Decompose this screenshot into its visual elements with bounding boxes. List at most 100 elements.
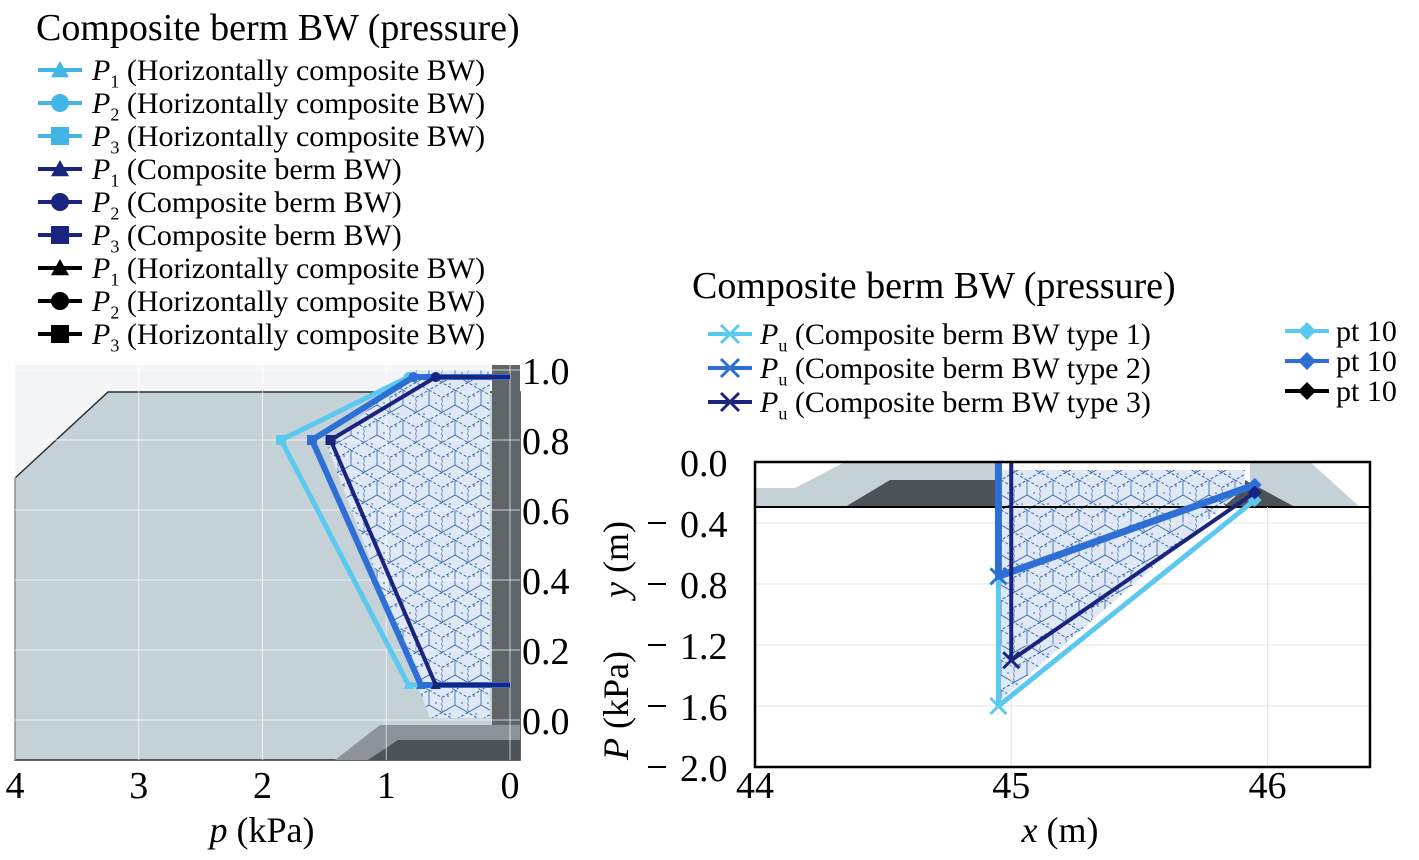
left-chart-title: Composite berm BW (pressure) — [36, 7, 520, 49]
right-chart-title: Composite berm BW (pressure) — [692, 265, 1176, 307]
right-x-axis-label: x (m) — [1021, 810, 1099, 850]
left-series-point — [276, 435, 287, 445]
left-x-tick-label: 3 — [129, 765, 148, 807]
right-legend-label: Pu (Composite berm BW type 1) — [759, 318, 1151, 356]
right-series-cross-point-stroke-b — [989, 567, 1008, 586]
left-legend-entry: P1 (Composite berm BW) — [38, 153, 402, 191]
right-legend-diamond-marker — [1298, 382, 1316, 400]
left-grid — [14, 365, 520, 760]
left-y-tick-label: 0.6 — [522, 491, 570, 533]
left-legend-entry: P1 (Horizontally composite BW) — [38, 252, 485, 290]
right-legend-label: Pu (Composite berm BW type 2) — [759, 352, 1151, 390]
left-legend-circle-marker — [51, 193, 69, 211]
left-series-group — [276, 372, 510, 689]
left-legend-label: P2 (Horizontally composite BW) — [91, 285, 485, 323]
left-legend-entry: P2 (Horizontally composite BW) — [38, 285, 485, 323]
right-y-tick-label: 0.4 — [680, 504, 728, 546]
left-x-tick-label: 1 — [377, 765, 396, 807]
left-legend-square-marker — [51, 127, 69, 145]
right-y-tick-label: 0.8 — [680, 565, 728, 607]
left-legend-square-marker — [51, 226, 69, 244]
right-x-tick-label: 45 — [992, 765, 1030, 807]
left-legend-square-marker — [51, 325, 69, 343]
right-legend-entry: pt 10 — [1285, 375, 1397, 408]
right-legend-entry: pt 10 — [1285, 345, 1397, 378]
left-y-axis-label: y (m) — [596, 521, 636, 601]
left-legend-entry: P1 (Horizontally composite BW) — [38, 54, 485, 92]
right-legend-cross-marker-stroke-b — [719, 323, 741, 345]
left-background-structure — [14, 365, 521, 761]
left-legend-triangle-marker — [51, 61, 69, 78]
right-legend-label: pt 10 — [1336, 315, 1397, 348]
right-legend-cross-marker-stroke-b — [719, 357, 741, 379]
left-legend-entry: P2 (Composite berm BW) — [38, 186, 402, 224]
left-legend-label: P3 (Horizontally composite BW) — [91, 318, 485, 356]
left-series-point — [403, 680, 414, 689]
left-legend-triangle-marker — [51, 160, 69, 177]
right-legend-entry: pt 10 — [1285, 315, 1397, 348]
left-foundation-dark — [368, 740, 520, 760]
right-legend-entry: Pu (Composite berm BW type 3) — [708, 386, 1151, 424]
left-series-point — [408, 372, 419, 382]
left-x-tick-label: 2 — [253, 765, 272, 807]
left-legend: P1 (Horizontally composite BW)P2 (Horizo… — [38, 54, 485, 356]
left-legend-triangle-marker — [51, 259, 69, 276]
left-legend-label: P3 (Horizontally composite BW) — [91, 120, 485, 158]
left-caisson-fill — [328, 370, 490, 718]
left-caisson-wall — [492, 365, 520, 725]
right-legend-label: pt 10 — [1336, 375, 1397, 408]
left-series-point — [307, 435, 317, 445]
right-series-diamond-point — [1247, 477, 1262, 492]
left-y-tick-label: 0.0 — [522, 701, 570, 743]
right-plot-area — [755, 462, 1370, 767]
right-mound-right — [1250, 462, 1360, 507]
right-series-diamond-point — [1247, 485, 1262, 500]
right-legend-entry: Pu (Composite berm BW type 2) — [708, 352, 1151, 390]
right-legend-cross-marker — [719, 391, 741, 413]
left-series-point — [415, 680, 426, 689]
left-legend-label: P2 (Horizontally composite BW) — [91, 87, 485, 125]
right-series-cross-point — [989, 696, 1008, 716]
left-legend-circle-marker — [51, 94, 69, 112]
left-axes: 0.0 0.2 0.4 0.6 0.8 1.0 4 3 2 1 0 — [6, 351, 570, 807]
left-legend-entry: P3 (Composite berm BW) — [38, 219, 402, 257]
right-y-tick-label: 0.0 — [680, 443, 728, 485]
right-legend-entry: Pu (Composite berm BW type 1) — [708, 318, 1151, 356]
right-legend-label: Pu (Composite berm BW type 3) — [759, 386, 1151, 424]
left-legend-entry: P3 (Horizontally composite BW) — [38, 120, 485, 158]
left-legend-entry: P3 (Horizontally composite BW) — [38, 318, 485, 356]
left-series-point — [430, 680, 441, 689]
left-legend-label: P1 (Horizontally composite BW) — [91, 252, 485, 290]
right-legend-label: pt 10 — [1336, 345, 1397, 378]
left-x-axis-label: p (kPa) — [207, 810, 315, 850]
left-y-tick-label: 0.8 — [522, 421, 570, 463]
left-y-tick-label: 0.4 — [522, 561, 570, 603]
left-legend-label: P2 (Composite berm BW) — [91, 186, 402, 224]
right-series-cross-point-stroke-b — [989, 696, 1008, 716]
right-series-cross-point — [1002, 651, 1021, 670]
right-y-axis-label: P (kPa) — [596, 651, 636, 761]
left-legend-entry: P2 (Horizontally composite BW) — [38, 87, 485, 125]
right-series-cross-point-stroke-b — [1002, 651, 1021, 670]
right-legend-cross-marker — [719, 323, 741, 345]
right-chart: Composite berm BW (pressure) Pu (Composi… — [648, 265, 1397, 850]
left-legend-label: P3 (Composite berm BW) — [91, 219, 402, 257]
left-legend-circle-marker — [51, 292, 69, 310]
right-plot-frame — [753, 460, 1372, 769]
right-y-tick-label: 1.6 — [680, 687, 728, 729]
right-legend-cross-marker — [719, 357, 741, 379]
right-y-tick-label: 1.2 — [680, 626, 728, 668]
left-chart: Composite berm BW (pressure) P1 (Horizon… — [6, 7, 570, 850]
right-series-group — [989, 462, 1262, 716]
left-x-tick-label: 0 — [501, 765, 520, 807]
right-x-tick-label: 46 — [1249, 765, 1287, 807]
right-axes: 0.0 0.4 0.8 1.2 1.6 2.0 44 45 46 — [648, 443, 1287, 807]
left-y-tick-label: 0.2 — [522, 631, 570, 673]
right-legend-diamond-marker — [1298, 322, 1316, 340]
right-y-tick-label: 2.0 — [680, 748, 728, 790]
left-legend-label: P1 (Horizontally composite BW) — [91, 54, 485, 92]
left-x-tick-label: 4 — [6, 765, 25, 807]
left-series-point — [325, 435, 336, 445]
right-x-tick-label: 44 — [736, 765, 774, 807]
